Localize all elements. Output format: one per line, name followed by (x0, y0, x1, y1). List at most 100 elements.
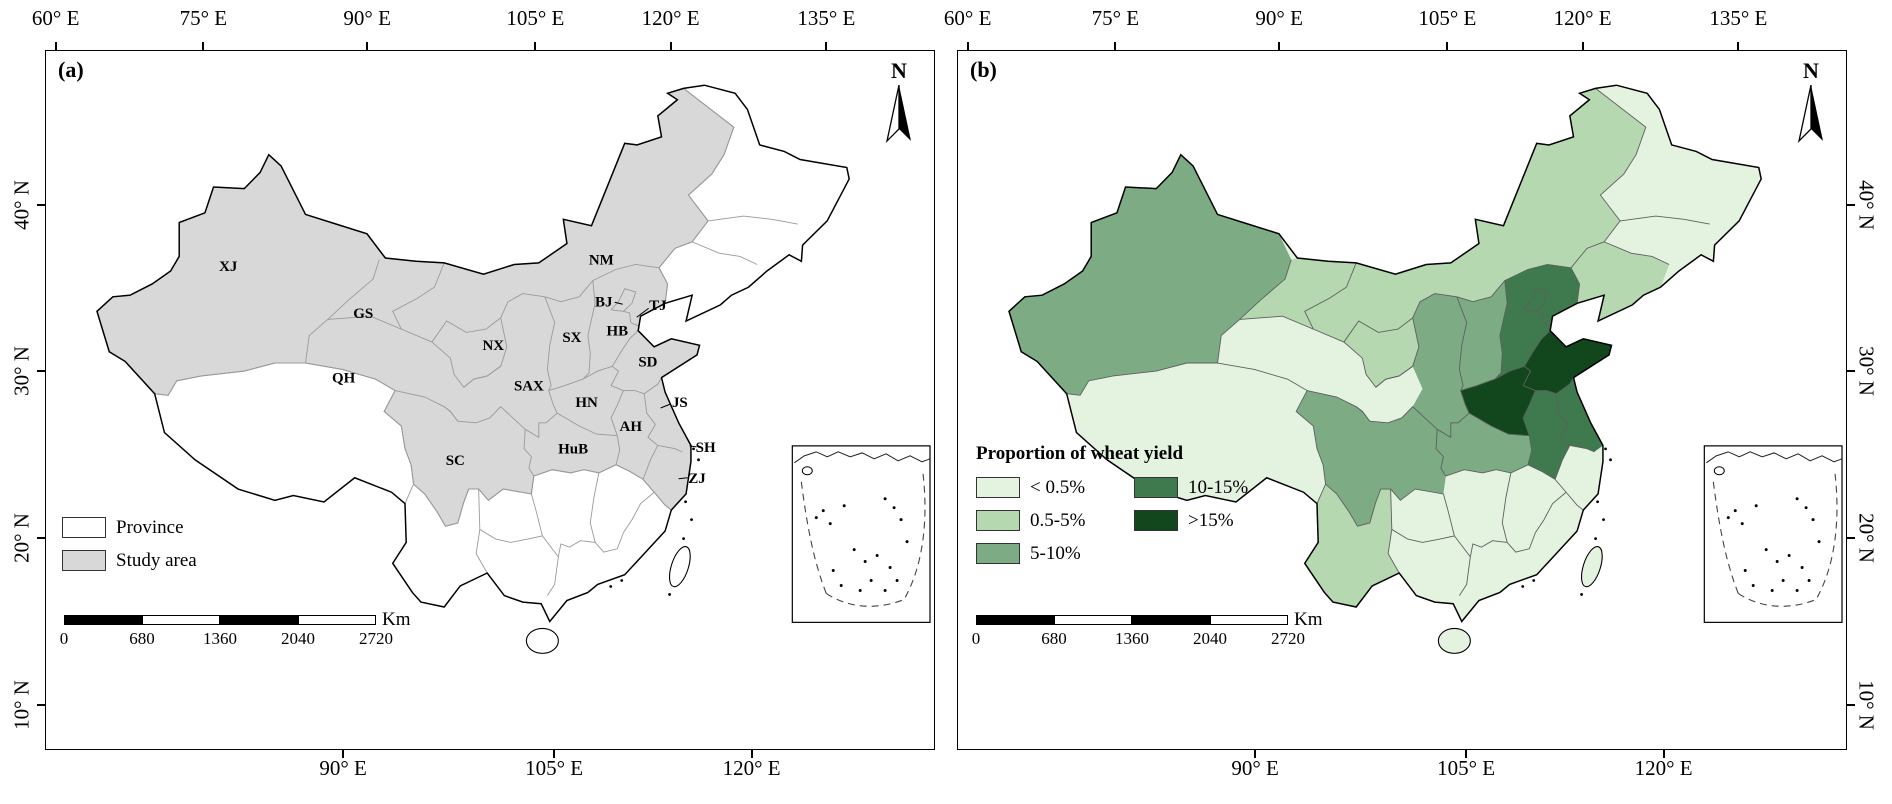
tick-mark (1847, 536, 1855, 539)
scalebar-number: 1360 (1115, 629, 1149, 648)
scalebar-unit: Km (1294, 609, 1323, 630)
province-boundary (1375, 317, 1420, 388)
region-sichuan (1296, 390, 1446, 527)
tick-mark (1465, 750, 1468, 758)
province-boundary (1527, 435, 1533, 465)
panel-a: XJ GS QH NX SX SAX HN HuB SC NM BJ TJ HB SD AH JS SH ZJ (… (45, 50, 935, 750)
inset-island-dot (839, 583, 843, 587)
inset-island-dot (1807, 578, 1811, 582)
scalebar-number: 680 (1041, 629, 1067, 648)
north-label: N (1803, 58, 1819, 83)
province-boundary (582, 280, 596, 380)
coastal-island-dot (1602, 518, 1605, 522)
tick-mark (1114, 42, 1117, 50)
scalebar-number: 2720 (1271, 629, 1305, 648)
inset-island-dot (899, 518, 903, 522)
north-arrow: N (1794, 59, 1828, 150)
province-label-ah: AH (620, 419, 643, 435)
province-boundary (611, 330, 639, 367)
province-boundary (1535, 491, 1567, 533)
coastal-island-dot (692, 447, 695, 451)
lon-tick-label: 90° E (1255, 6, 1303, 30)
province-boundary (642, 445, 659, 480)
coastal-island-dot (1594, 537, 1597, 540)
province-label-bj: BJ (595, 295, 613, 311)
north-label: N (891, 58, 907, 83)
province-boundary (556, 412, 618, 437)
inset-dash-line (800, 481, 827, 594)
inset-island-dot (863, 560, 867, 564)
province-boundary (610, 390, 624, 436)
province-boundary (1527, 464, 1567, 493)
north-arrow-icon (1797, 84, 1823, 144)
inset-island-dot (883, 588, 887, 592)
province-boundary (1494, 365, 1525, 380)
scalebar-segment (1054, 615, 1132, 625)
tick-mark (1737, 42, 1740, 50)
province-boundary (524, 390, 558, 439)
scalebar-segment (142, 615, 220, 625)
inset-island-dot (842, 504, 846, 508)
inset-island-dot (1754, 504, 1758, 508)
inset-island-dot (892, 506, 896, 510)
province-boundary (1442, 493, 1455, 537)
province-boundary (1535, 310, 1551, 327)
label-leader-line (636, 307, 649, 318)
label-leader-line (689, 445, 697, 448)
legend-swatch (62, 517, 106, 538)
legend-swatch (976, 543, 1020, 564)
province-boundary (500, 264, 660, 319)
province-boundary (1435, 429, 1447, 477)
inset-dash-line (1737, 592, 1817, 607)
coastal-island-dot (1609, 458, 1612, 462)
tick-mark (37, 536, 45, 539)
province-label-gs: GS (353, 306, 373, 322)
tick-mark (1581, 42, 1584, 50)
inset-island-dot (1733, 509, 1737, 513)
province-boundary (610, 365, 624, 391)
tick-mark (1847, 369, 1855, 372)
province-boundary (589, 472, 600, 543)
tick-mark (1278, 42, 1281, 50)
province-boundary (1523, 330, 1551, 367)
province-boundary (1554, 445, 1571, 480)
lat-tick-label: 40° N (1854, 180, 1879, 231)
region-shaanxi (1412, 280, 1508, 438)
province-boundary (1569, 445, 1595, 453)
taiwan-island (1580, 545, 1603, 588)
province-boundary (1391, 529, 1471, 558)
inset-island-dot (1743, 569, 1747, 573)
province-label-sc: SC (446, 453, 465, 469)
scalebar-segment (298, 615, 376, 625)
inset-island-dot (1751, 583, 1755, 587)
china-map-study-area: XJ GS QH NX SX SAX HN HuB SC NM BJ TJ HB SD AH JS SH ZJ (96, 84, 931, 654)
inset-island-dot (1817, 540, 1821, 544)
inset-hainan-island (1713, 466, 1725, 476)
lon-tick-label: 120° E (1553, 6, 1612, 30)
tick-mark (202, 42, 205, 50)
legend-title: Proportion of wheat yield (976, 443, 1184, 464)
province-boundary (623, 310, 639, 327)
label-leader-line (678, 477, 688, 480)
province-boundary (413, 483, 532, 527)
coastal-island-dot (690, 518, 693, 522)
inset-island-dot (883, 497, 887, 501)
lon-tick-label: 135° E (1709, 6, 1768, 30)
province-boundary (1458, 556, 1471, 596)
china-map-wheat-yield-choropleth (1008, 84, 1843, 654)
province-boundary (1343, 317, 1413, 343)
province-label-js: JS (672, 395, 688, 411)
province-label-zj: ZJ (688, 471, 706, 487)
province-boundary (623, 491, 655, 533)
scalebar-segment (220, 615, 298, 625)
coastal-island-dot (1604, 447, 1607, 451)
province-boundary (1456, 296, 1468, 391)
province-label-hb: HB (607, 324, 629, 340)
hainan-island (525, 627, 559, 654)
province-boundary (643, 393, 659, 446)
province-boundary (523, 429, 535, 477)
inset-hainan-island (801, 466, 813, 476)
tick-mark (37, 369, 45, 372)
inset-island-dot (1726, 516, 1730, 520)
